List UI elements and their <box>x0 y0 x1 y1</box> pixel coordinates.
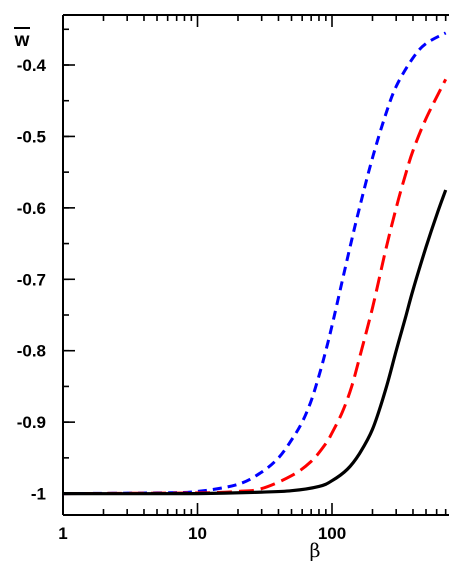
x-tick-label: 10 <box>188 524 207 543</box>
y-tick-label: -0.6 <box>17 199 46 218</box>
series-line-3 <box>63 189 448 496</box>
tick-labels: 1 10 100 -0.4 -0.5 -0.6 -0.7 -0.8 -0.9 -1 <box>17 56 346 543</box>
axes <box>62 14 449 516</box>
y-tick-label: -0.4 <box>17 56 47 75</box>
y-tick-label: -1 <box>31 485 46 504</box>
y-tick-label: -0.7 <box>17 270 46 289</box>
series-line-1 <box>63 31 447 496</box>
ticks <box>62 15 447 515</box>
x-tick-label: 1 <box>58 524 67 543</box>
plot-area <box>63 31 448 496</box>
series-line-2 <box>63 78 448 496</box>
y-tick-label: -0.5 <box>17 127 46 146</box>
y-tick-label: -0.8 <box>17 342 46 361</box>
axis-titles: β w <box>14 27 321 562</box>
x-axis-title: β <box>310 540 321 562</box>
y-axis-title: w <box>14 30 30 51</box>
x-tick-label: 100 <box>318 524 346 543</box>
y-tick-label: -0.9 <box>17 413 46 432</box>
